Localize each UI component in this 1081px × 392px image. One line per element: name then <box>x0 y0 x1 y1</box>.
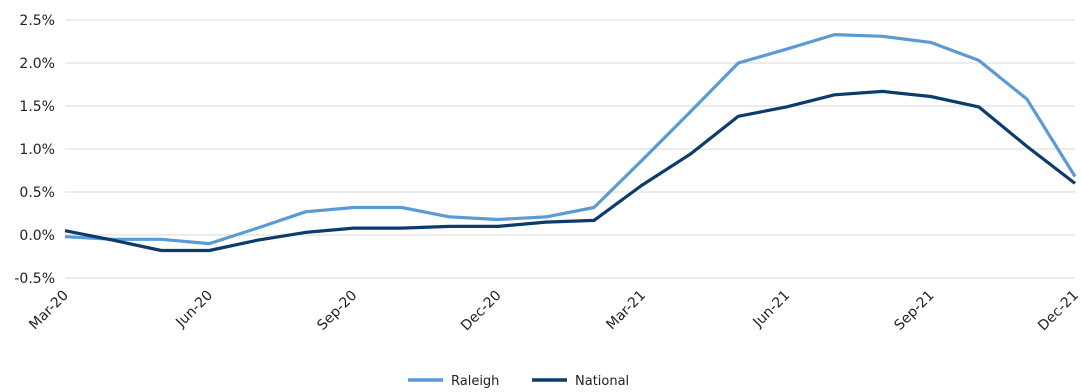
x-tick-label: Jun-20 <box>172 288 216 332</box>
series-line-national <box>64 89 1076 253</box>
y-tick-label: 2.5% <box>19 13 55 29</box>
gridlines <box>65 19 1075 279</box>
x-tick-label: Sep-21 <box>891 288 937 334</box>
series-line-raleigh <box>64 32 1077 246</box>
legend-label-raleigh: Raleigh <box>451 374 499 389</box>
y-tick-label: 0.0% <box>19 228 55 244</box>
x-tick-label: Dec-20 <box>458 288 505 335</box>
y-tick-label: 2.0% <box>19 56 55 72</box>
x-tick-label: Mar-20 <box>26 288 72 334</box>
legend-label-national: National <box>575 374 629 389</box>
x-tick-label: Mar-21 <box>603 288 649 334</box>
series-lines <box>64 32 1077 253</box>
x-tick-label: Dec-21 <box>1035 288 1081 335</box>
y-axis-tick-labels: 2.5% 2.0% 1.5% 1.0% 0.5% 0.0% -0.5% <box>14 13 55 287</box>
x-tick-label: Jun-21 <box>750 288 794 332</box>
x-tick-label: Sep-20 <box>314 288 360 334</box>
legend: Raleigh National <box>408 374 629 389</box>
y-tick-label: 1.0% <box>19 142 55 158</box>
y-tick-label: 1.5% <box>19 99 55 115</box>
y-tick-label: -0.5% <box>14 271 55 287</box>
x-axis-tick-labels: Mar-20 Jun-20 Sep-20 Dec-20 Mar-21 Jun-21 Sep-… <box>26 288 1081 335</box>
y-tick-label: 0.5% <box>19 185 55 201</box>
